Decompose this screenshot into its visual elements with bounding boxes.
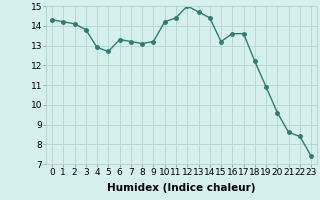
X-axis label: Humidex (Indice chaleur): Humidex (Indice chaleur) [107,183,256,193]
